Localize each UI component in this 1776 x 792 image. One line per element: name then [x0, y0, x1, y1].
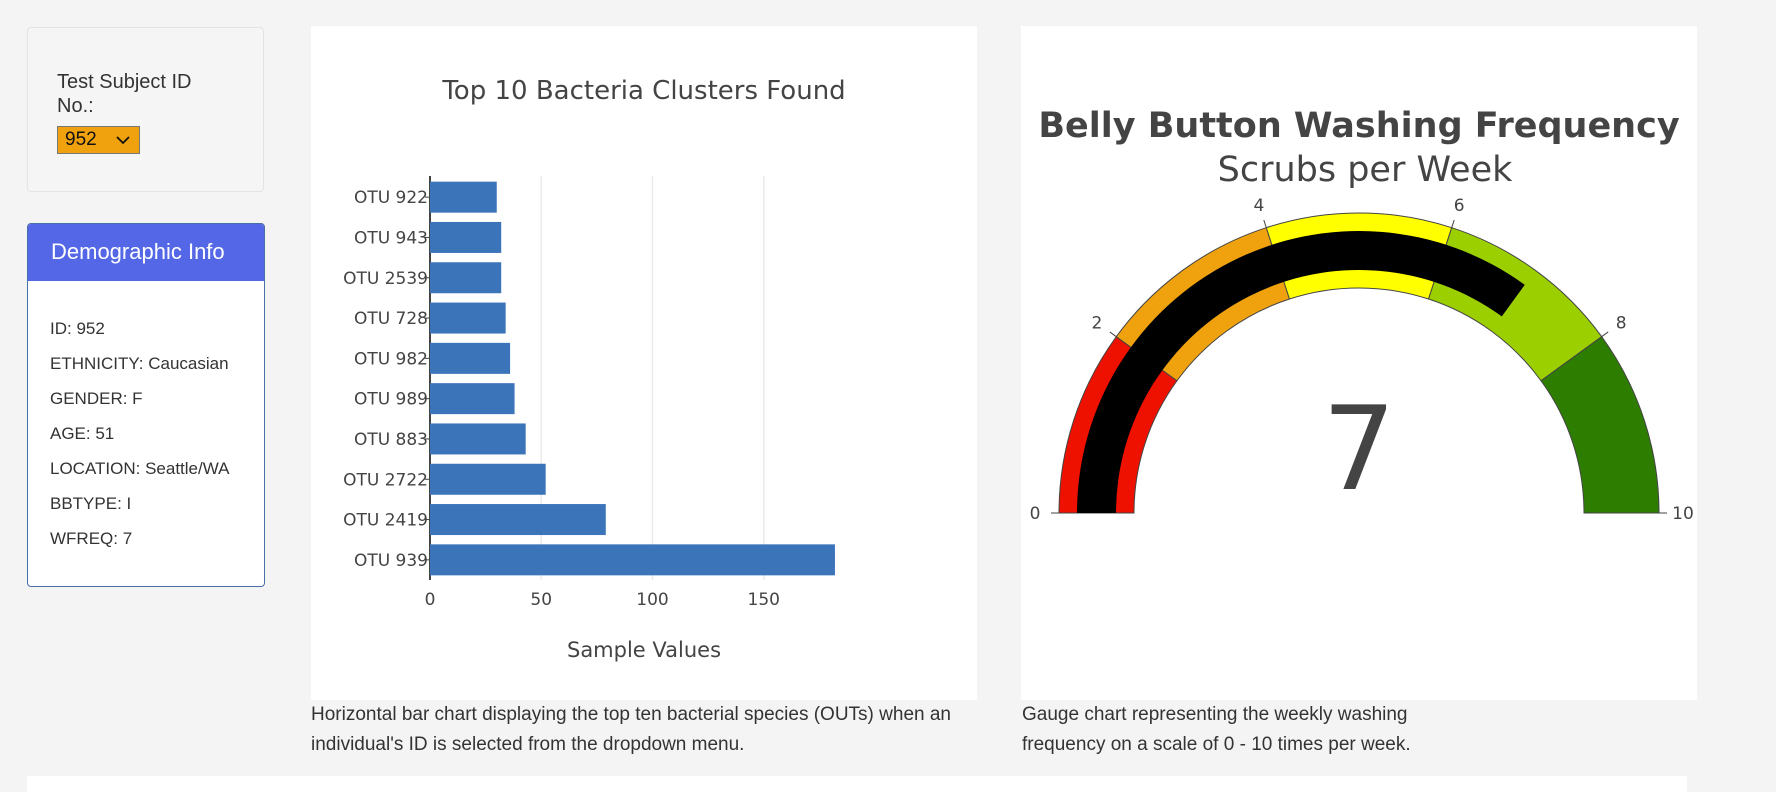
demographic-gender: GENDER: F: [50, 389, 143, 408]
demographic-age: AGE: 51: [50, 424, 115, 443]
gauge-title: Belly Button Washing Frequency: [1038, 106, 1680, 146]
demographic-wfreq: WFREQ: 7: [50, 529, 133, 548]
bar-ytick-label: OTU 982: [354, 349, 428, 369]
bar-otu-883[interactable]: [430, 423, 526, 455]
demographic-info-header: Demographic Info: [28, 224, 264, 281]
gauge-chart-caption: Gauge chart representing the weekly wash…: [1022, 704, 1411, 755]
bar-ytick-label: OTU 922: [354, 188, 428, 208]
bar-ytick-label: OTU 943: [354, 228, 428, 248]
gauge-tick-label: 6: [1454, 196, 1465, 216]
bar-ytick-label: OTU 883: [354, 430, 428, 450]
bar-otu-728[interactable]: [430, 302, 506, 334]
bar-chart-caption: Horizontal bar chart displaying the top …: [311, 704, 951, 755]
gauge-tick-mark: [1451, 219, 1455, 228]
bar-otu-2419[interactable]: [430, 504, 606, 536]
bar-otu-989[interactable]: [430, 383, 515, 415]
demographic-location: LOCATION: Seattle/WA: [50, 459, 230, 478]
bar-ytick-label: OTU 939: [354, 551, 428, 571]
gauge-tick-label: 0: [1030, 504, 1041, 524]
gauge-tick-label: 10: [1672, 504, 1694, 524]
gauge-chart-card: Belly Button Washing Frequency Scrubs pe…: [1021, 26, 1697, 700]
demographic-id: ID: 952: [50, 319, 105, 338]
bar-otu-2539[interactable]: [430, 262, 502, 294]
subject-id-selected: 952: [65, 129, 97, 150]
bar-otu-943[interactable]: [430, 221, 502, 253]
bar-otu-922[interactable]: [430, 181, 497, 213]
bar-ytick-label: OTU 2722: [343, 470, 428, 490]
bar-chart-xlabel: Sample Values: [567, 638, 721, 662]
gauge-subtitle: Scrubs per Week: [1218, 150, 1513, 190]
gauge-tick-label: 2: [1091, 314, 1102, 334]
bar-ytick-label: OTU 2539: [343, 269, 428, 289]
subject-selector-label: Test Subject ID No.:: [57, 71, 192, 117]
gauge-value-bar: [1077, 231, 1525, 514]
bar-otu-2722[interactable]: [430, 463, 546, 495]
subject-selector-panel: Test Subject ID No.: 952: [27, 27, 264, 192]
demographic-ethnicity: ETHNICITY: Caucasian: [50, 354, 229, 373]
demographic-info-panel: Demographic Info ID: 952 ETHNICITY: Cauc…: [27, 223, 265, 587]
bar-chart-title: Top 10 Bacteria Clusters Found: [441, 76, 845, 106]
bar-xtick-label: 50: [530, 590, 552, 610]
bar-ytick-label: OTU 2419: [343, 511, 428, 531]
demographic-bbtype: BBTYPE: I: [50, 494, 132, 513]
bar-xtick-label: 100: [636, 590, 668, 610]
gauge-tick-label: 4: [1253, 196, 1264, 216]
bar-ytick-label: OTU 728: [354, 309, 428, 329]
gauge-tick-mark: [1109, 331, 1117, 338]
bar-xtick-label: 0: [425, 590, 436, 610]
gauge-tick-mark: [1601, 331, 1609, 338]
bar-chart-card: Top 10 Bacteria Clusters Found OTU 922 OT…: [311, 26, 977, 700]
gauge-value: 7: [1322, 382, 1396, 517]
chevron-down-icon: [116, 136, 130, 145]
gauge-tick-label: 8: [1616, 314, 1627, 334]
demographic-info-body: ID: 952 ETHNICITY: Caucasian GENDER: F A…: [28, 281, 264, 556]
gauge-tick-mark: [1263, 219, 1267, 228]
gauge-chart[interactable]: Belly Button Washing Frequency Scrubs pe…: [1021, 26, 1697, 700]
bar-ytick-label: OTU 989: [354, 390, 428, 410]
bar-chart[interactable]: Top 10 Bacteria Clusters Found OTU 922 OT…: [311, 26, 977, 700]
bar-otu-939[interactable]: [430, 544, 835, 576]
bottom-panel-edge: [27, 776, 1687, 792]
bar-otu-982[interactable]: [430, 342, 511, 374]
bar-xtick-label: 150: [748, 590, 780, 610]
subject-id-dropdown[interactable]: 952: [57, 126, 140, 154]
